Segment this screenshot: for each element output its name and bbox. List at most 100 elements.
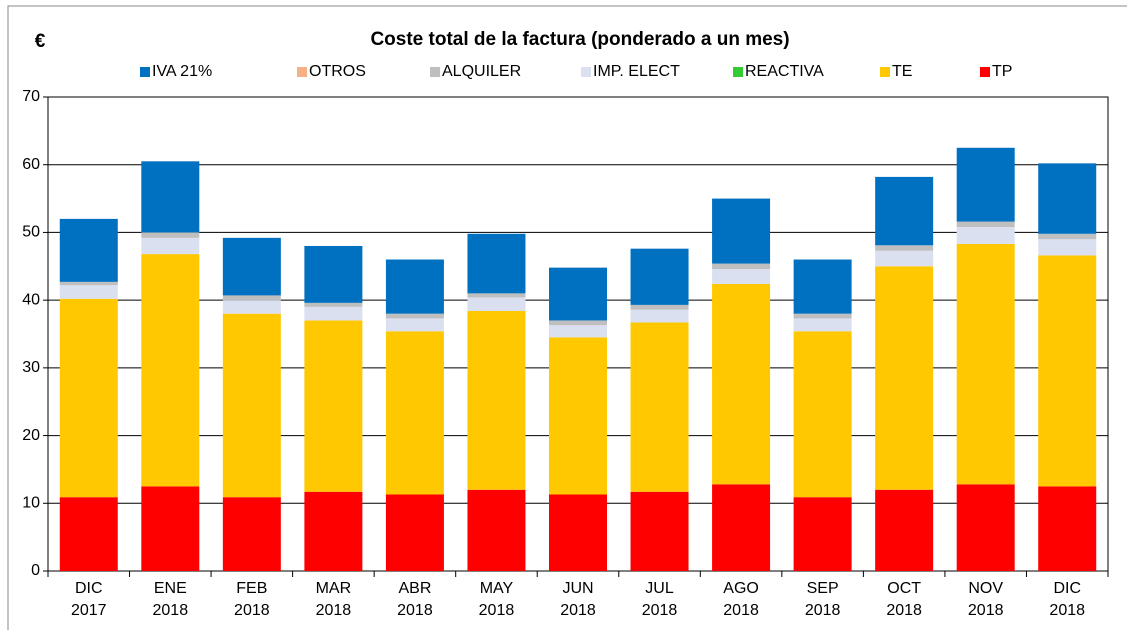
y-tick-label: 0 bbox=[31, 562, 40, 579]
bar-segment bbox=[222, 300, 281, 314]
bar-segment bbox=[141, 237, 200, 255]
bar-segment bbox=[793, 313, 852, 319]
bar-segment bbox=[304, 306, 363, 321]
bar-segment bbox=[59, 281, 118, 286]
bar-segment bbox=[956, 484, 1015, 571]
bar-segment bbox=[467, 293, 526, 298]
x-tick-label: MAR bbox=[316, 580, 352, 597]
bar-segment bbox=[875, 245, 934, 251]
bar-segment bbox=[875, 176, 934, 246]
bar-segment bbox=[1038, 233, 1097, 240]
bar-segment bbox=[630, 309, 689, 323]
chart-title: Coste total de la factura (ponderado a u… bbox=[370, 29, 789, 50]
bar-segment bbox=[141, 232, 200, 238]
bar-segment bbox=[1038, 163, 1097, 234]
legend-label: TE bbox=[892, 63, 912, 80]
legend-label: IVA 21% bbox=[152, 63, 212, 80]
bar-segment bbox=[630, 322, 689, 492]
bar-segment bbox=[385, 318, 444, 332]
bar-segment bbox=[793, 318, 852, 332]
x-tick-label: 2017 bbox=[71, 602, 107, 619]
bar-segment bbox=[630, 304, 689, 310]
bar-segment bbox=[385, 313, 444, 319]
bar-segment bbox=[630, 248, 689, 305]
legend-swatch bbox=[430, 67, 440, 77]
x-tick-label: JUN bbox=[562, 580, 593, 597]
x-tick-label: ABR bbox=[398, 580, 431, 597]
bar-segment bbox=[304, 302, 363, 307]
bar-segment bbox=[385, 259, 444, 314]
bar-segment bbox=[875, 266, 934, 490]
bar-segment bbox=[1038, 486, 1097, 571]
legend-label: IMP. ELECT bbox=[593, 63, 680, 80]
bar-segment bbox=[630, 491, 689, 571]
x-tick-label: JUL bbox=[645, 580, 674, 597]
x-tick-label: SEP bbox=[807, 580, 839, 597]
bar-segment bbox=[385, 331, 444, 495]
y-tick-label: 40 bbox=[22, 291, 40, 308]
bar-segment bbox=[956, 227, 1015, 244]
x-tick-label: 2018 bbox=[1049, 602, 1085, 619]
bar-segment bbox=[59, 285, 118, 299]
bar-segment bbox=[793, 259, 852, 314]
x-tick-label: 2018 bbox=[397, 602, 433, 619]
x-tick-label: 2018 bbox=[886, 602, 922, 619]
bar-segment bbox=[956, 221, 1015, 228]
x-tick-label: AGO bbox=[723, 580, 759, 597]
bar-segment bbox=[467, 297, 526, 311]
y-tick-label: 60 bbox=[22, 156, 40, 173]
bar-segment bbox=[712, 198, 771, 264]
bar-segment bbox=[222, 237, 281, 296]
bar-segment bbox=[875, 489, 934, 571]
x-tick-label: FEB bbox=[236, 580, 267, 597]
bar-segment bbox=[59, 298, 118, 498]
bar-segment bbox=[467, 233, 526, 294]
x-tick-label: 2018 bbox=[153, 602, 189, 619]
x-tick-label: 2018 bbox=[723, 602, 759, 619]
bar-segment bbox=[1038, 255, 1097, 487]
bar-segment bbox=[222, 497, 281, 571]
bar-segment bbox=[549, 320, 607, 326]
bar-segment bbox=[549, 494, 607, 571]
bar-segment bbox=[549, 267, 607, 321]
bar-segment bbox=[712, 268, 771, 284]
x-tick-label: NOV bbox=[968, 580, 1003, 597]
y-tick-label: 20 bbox=[22, 427, 40, 444]
bar-segment bbox=[712, 484, 771, 571]
y-tick-label: 30 bbox=[22, 359, 40, 376]
bar-segment bbox=[304, 245, 363, 303]
x-tick-label: 2018 bbox=[316, 602, 352, 619]
legend-label: REACTIVA bbox=[745, 63, 824, 80]
legend-swatch bbox=[733, 67, 743, 77]
bar-segment bbox=[222, 295, 281, 301]
bar-segment bbox=[304, 320, 363, 492]
bar-segment bbox=[59, 218, 118, 282]
legend-swatch bbox=[140, 67, 150, 77]
bar-segment bbox=[467, 310, 526, 490]
legend-swatch bbox=[297, 67, 307, 77]
bar-segment bbox=[875, 250, 934, 267]
bar-segment bbox=[793, 331, 852, 498]
x-tick-label: 2018 bbox=[805, 602, 841, 619]
legend-label: ALQUILER bbox=[442, 63, 521, 80]
bar-segment bbox=[59, 497, 118, 571]
bar-segment bbox=[549, 337, 607, 495]
bar-segment bbox=[467, 489, 526, 571]
bar-segment bbox=[141, 486, 200, 571]
bar-segment bbox=[1038, 239, 1097, 256]
x-tick-label: 2018 bbox=[560, 602, 596, 619]
bar-segment bbox=[385, 494, 444, 571]
x-tick-label: OCT bbox=[887, 580, 921, 597]
bar-segment bbox=[956, 147, 1015, 222]
x-tick-label: DIC bbox=[1053, 580, 1081, 597]
y-axis-label: € bbox=[35, 31, 46, 52]
bar-segment bbox=[141, 161, 200, 233]
legend-swatch bbox=[880, 67, 890, 77]
legend-swatch bbox=[581, 67, 591, 77]
x-tick-label: 2018 bbox=[479, 602, 515, 619]
y-tick-label: 50 bbox=[22, 224, 40, 241]
x-tick-label: MAY bbox=[480, 580, 514, 597]
y-tick-label: 70 bbox=[22, 88, 40, 105]
bar-segment bbox=[712, 283, 771, 485]
